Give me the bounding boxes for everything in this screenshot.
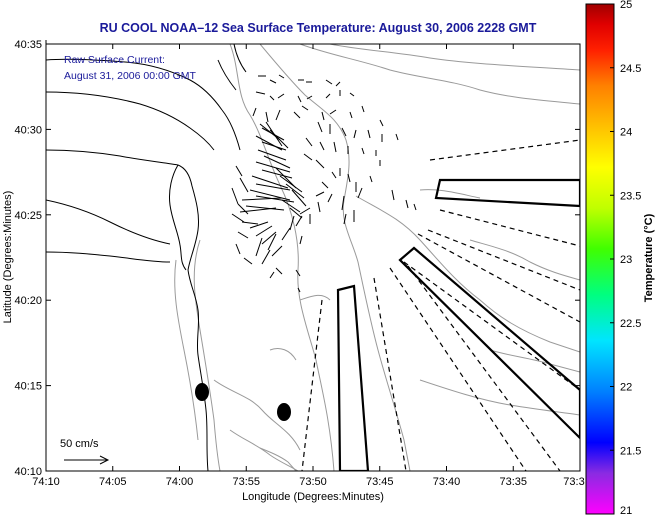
- colorbar-tick-label: 21.5: [620, 445, 641, 457]
- marker-dots: [195, 383, 291, 421]
- x-tick-label: 73:45: [366, 476, 394, 488]
- surface-current-annotation-line2: August 31, 2006 00:00 GMT: [64, 70, 197, 82]
- y-axis-label: Latitude (Degrees:Minutes): [2, 191, 14, 324]
- colorbar-tick-label: 22.5: [620, 318, 641, 330]
- colorbar-tick-label: 24.5: [620, 63, 641, 75]
- x-tick-label: 73:3: [563, 476, 584, 488]
- colorbar-tick-label: 24: [620, 127, 632, 139]
- colorbar-tick-label: 23: [620, 254, 632, 266]
- y-tick-label: 40:10: [14, 466, 42, 478]
- y-tick-label: 40:30: [14, 124, 42, 136]
- colorbar-label: Temperature (°C): [643, 213, 655, 302]
- colorbar-tick-label: 21: [620, 505, 632, 517]
- radial-dashed-lines: [301, 139, 580, 471]
- x-tick-label: 74:10: [32, 476, 60, 488]
- x-tick-label: 73:50: [299, 476, 327, 488]
- map-plot-area: Raw Surface Current: August 31, 2006 00:…: [45, 40, 581, 472]
- y-tick-label: 40:15: [14, 381, 42, 393]
- x-tick-label: 74:05: [99, 476, 127, 488]
- colorbar-tick-label: 22: [620, 382, 632, 394]
- colorbar-gradient: [585, 3, 615, 515]
- surface-current-annotation-line1: Raw Surface Current:: [64, 54, 165, 66]
- plot-background: [46, 44, 580, 471]
- coastline: [46, 44, 247, 471]
- y-tick-label: 40:20: [14, 295, 42, 307]
- colorbar-tick-label: 23.5: [620, 190, 641, 202]
- figure-title: RU COOL NOAA–12 Sea Surface Temperature:…: [100, 21, 537, 35]
- x-tick-label: 73:55: [232, 476, 260, 488]
- y-axis-tick-labels: 40:35 40:30 40:25 40:20 40:15 40:10: [14, 39, 42, 478]
- outlined-polygons: [336, 178, 580, 471]
- colorbar: 25 24.5 24 23.5 23 22.5 22 21.5 21 Tempe…: [585, 0, 655, 517]
- scale-label: 50 cm/s: [60, 438, 99, 450]
- y-tick-label: 40:25: [14, 210, 42, 222]
- x-tick-label: 73:40: [433, 476, 461, 488]
- colorbar-tick-label: 25: [620, 0, 632, 11]
- axis-tick-marks: [45, 40, 580, 471]
- x-tick-label: 74:00: [166, 476, 194, 488]
- surface-current-vectors: [231, 74, 417, 293]
- x-axis-tick-labels: 74:10 74:05 74:00 73:55 73:50 73:45 73:4…: [32, 476, 584, 488]
- y-tick-label: 40:35: [14, 39, 42, 51]
- x-tick-label: 73:35: [499, 476, 527, 488]
- colorbar-ticks: [610, 3, 614, 515]
- bathymetry-contours: [174, 44, 580, 471]
- scale-arrow: [64, 455, 110, 465]
- x-axis-label: Longitude (Degrees:Minutes): [242, 491, 384, 503]
